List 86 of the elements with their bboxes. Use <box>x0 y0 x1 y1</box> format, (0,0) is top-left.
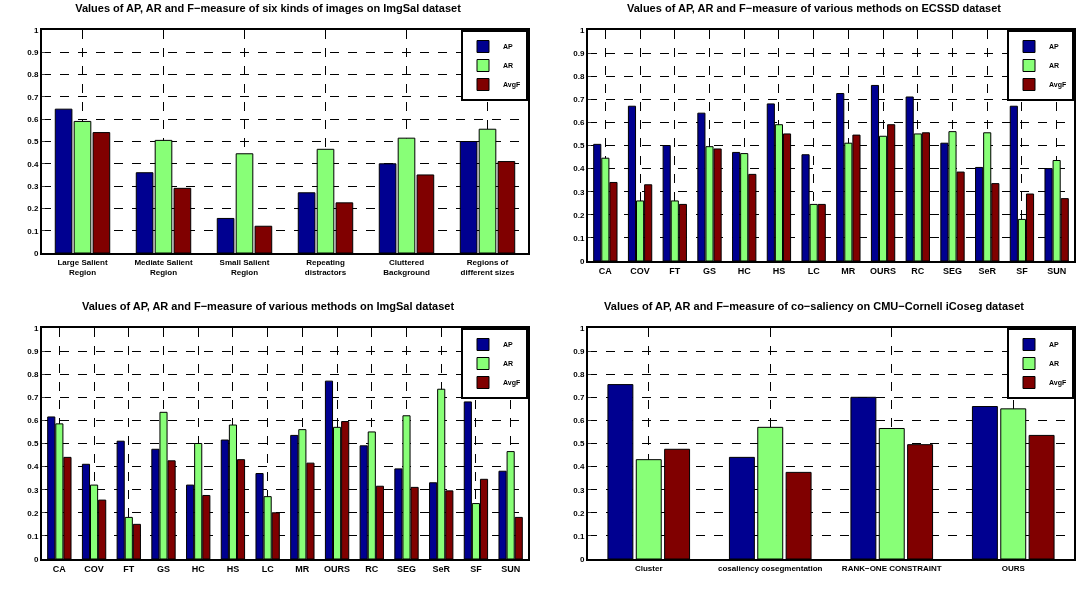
x-tick-label: RC <box>365 563 379 574</box>
x-tick-label: CA <box>598 265 613 276</box>
x-tick-label: Repeating distractors <box>304 257 347 277</box>
y-tick-label: 0.5 <box>573 141 585 151</box>
y-tick-label: 0.4 <box>573 164 585 174</box>
x-tick-label: cosaliency cosegmentation <box>718 563 823 573</box>
x-tick-label: GS <box>702 265 717 276</box>
y-tick-label: 0.5 <box>27 137 39 147</box>
x-tick-label: SF <box>1016 265 1029 276</box>
y-tick-label: 0.2 <box>573 508 585 518</box>
x-tick-label: SEG <box>942 265 963 276</box>
y-tick-label: 1 <box>33 323 39 333</box>
x-tick-label: FT <box>669 265 681 276</box>
x-tick-label: LC <box>807 265 821 276</box>
x-tick-label: HS <box>772 265 786 276</box>
y-tick-label: 0.2 <box>27 204 39 214</box>
y-tick-label: 0.9 <box>27 48 39 58</box>
x-tick-label: RC <box>911 265 925 276</box>
y-tick-label: 0.1 <box>573 531 585 541</box>
x-tick-label: COV <box>84 563 104 574</box>
y-tick-label: 1 <box>33 25 39 35</box>
y-tick-label: 0.1 <box>573 233 585 243</box>
x-tick-label: Cluster <box>634 563 663 573</box>
y-tick-label: 0 <box>33 248 39 258</box>
y-tick-label: 0.6 <box>573 416 585 426</box>
y-tick-label: 0.3 <box>573 187 585 197</box>
y-tick-label: 0.8 <box>573 370 585 379</box>
x-tick-label: LC <box>261 563 275 574</box>
chart-title: Values of AP, AR and F−measure of six kinds of images on ImgSal dataset <box>75 2 462 15</box>
y-tick-label: 0.7 <box>573 95 585 105</box>
y-tick-label: 0.9 <box>573 48 585 58</box>
chart-title: Values of AP, AR and F−measure of various methods on ECSSD dataset <box>627 2 1002 15</box>
y-tick-label: 0.4 <box>27 159 39 169</box>
x-tick-label: SUN <box>501 563 521 574</box>
x-tick-label: Large Salient Region <box>57 257 108 277</box>
y-tick-label: 0.6 <box>27 115 39 124</box>
x-tick-label: HC <box>191 563 206 574</box>
y-tick-label: 0 <box>579 554 585 564</box>
y-tick-label: 0.8 <box>573 72 585 81</box>
x-tick-label: OURS <box>324 563 351 574</box>
y-tick-label: 0.4 <box>27 462 39 472</box>
y-tick-label: 0 <box>579 256 585 266</box>
x-tick-label: Small Salient Region <box>219 257 270 277</box>
y-tick-label: 0.2 <box>27 508 39 518</box>
y-tick-label: 0 <box>33 554 39 564</box>
y-tick-label: 0.7 <box>573 393 585 403</box>
y-tick-label: 0.6 <box>573 118 585 128</box>
x-tick-label: GS <box>156 563 171 574</box>
y-tick-label: 0.2 <box>573 210 585 220</box>
y-tick-label: 0.8 <box>27 70 39 80</box>
y-tick-label: 0.3 <box>27 181 39 191</box>
y-tick-label: 1 <box>579 323 585 333</box>
x-tick-label: CA <box>52 563 67 574</box>
y-tick-label: 0.5 <box>573 439 585 449</box>
x-tick-label: Mediate Salient Region <box>134 257 193 277</box>
x-tick-label: SeR <box>432 563 451 574</box>
y-tick-label: 0.1 <box>27 226 39 236</box>
x-tick-label: OURS <box>1001 563 1026 573</box>
x-tick-label: OURS <box>870 265 897 276</box>
y-tick-label: 1 <box>579 25 585 35</box>
y-tick-label: 0.3 <box>27 485 39 495</box>
y-tick-label: 0.9 <box>27 346 39 356</box>
x-tick-label: COV <box>630 265 650 276</box>
y-tick-label: 0.4 <box>573 462 585 472</box>
y-tick-label: 0.6 <box>27 416 39 426</box>
x-tick-label: FT <box>123 563 135 574</box>
x-tick-label: RANK−ONE CONSTRAINT <box>841 563 942 573</box>
y-tick-label: 0.8 <box>27 370 39 379</box>
x-tick-label: Regions of different sizes <box>460 257 515 277</box>
x-tick-label: SeR <box>978 265 997 276</box>
y-tick-label: 0.3 <box>573 485 585 495</box>
x-tick-label: SF <box>470 563 483 574</box>
y-tick-label: 0.7 <box>27 393 39 403</box>
y-tick-label: 0.9 <box>573 346 585 356</box>
chart-title: Values of AP, AR and F−measure of co−saliency on CMU−Cornell iCoseg dataset <box>604 300 1025 313</box>
y-tick-label: 0.1 <box>27 531 39 541</box>
x-tick-label: MR <box>295 563 310 574</box>
y-tick-label: 0.5 <box>27 439 39 449</box>
y-tick-label: 0.7 <box>27 92 39 102</box>
chart-title: Values of AP, AR and F−measure of various methods on ImgSal dataset <box>81 300 455 313</box>
x-tick-label: Cluttered Background <box>383 257 430 277</box>
x-tick-label: SEG <box>396 563 417 574</box>
x-tick-label: MR <box>841 265 856 276</box>
x-tick-label: HS <box>226 563 240 574</box>
x-tick-label: HC <box>737 265 752 276</box>
x-tick-label: SUN <box>1047 265 1067 276</box>
